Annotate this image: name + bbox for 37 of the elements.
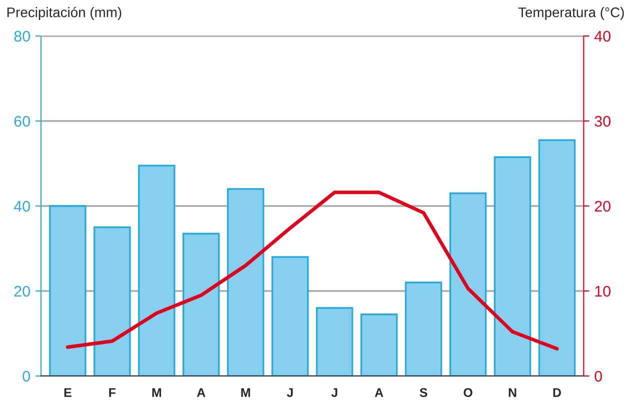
y-tick-label: 40 — [14, 200, 30, 212]
bar — [138, 164, 176, 376]
x-tick-label: D — [553, 388, 561, 397]
x-tick-label: M — [241, 388, 250, 397]
x-tick-label: E — [64, 388, 72, 397]
y2-tick-label: 10 — [595, 286, 610, 297]
y2-tick-label: 30 — [594, 116, 610, 127]
x-tick-label: M — [152, 388, 162, 397]
y-tick-label: 60 — [14, 116, 30, 127]
y2-tick-label: 40 — [594, 30, 610, 42]
x-tick-label: J — [286, 388, 293, 397]
bar — [538, 139, 576, 376]
line-series — [66, 190, 559, 351]
x-tick-label: A — [374, 388, 384, 397]
x-tick-label: O — [464, 388, 472, 397]
y-tick-label: 0 — [22, 370, 30, 382]
x-tick-label: N — [508, 388, 516, 397]
y-axis-title: Precipitación (mm) — [7, 6, 122, 20]
bar — [226, 188, 264, 376]
bar — [494, 156, 532, 376]
y-tick-label: 80 — [14, 30, 30, 42]
bar — [49, 205, 86, 376]
y2-tick-label: 0 — [594, 370, 602, 382]
x-tick-label: A — [196, 388, 206, 397]
bar — [316, 307, 354, 376]
bar — [449, 192, 487, 376]
bar — [404, 282, 442, 376]
bar — [271, 256, 309, 376]
bar — [182, 232, 220, 376]
x-tick-label: F — [109, 388, 116, 397]
x-tick-label: J — [331, 388, 338, 397]
x-tick-label: S — [420, 388, 428, 397]
y2-tick-label: 20 — [594, 200, 610, 212]
bar — [94, 226, 131, 376]
bar — [360, 314, 398, 376]
y-tick-label: 20 — [14, 286, 30, 297]
y2-axis-title: Temperatura (°C) — [518, 7, 624, 20]
